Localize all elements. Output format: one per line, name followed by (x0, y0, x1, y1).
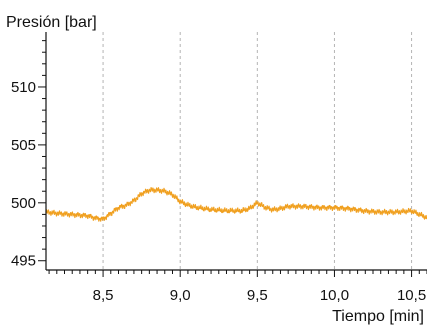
axes (45, 32, 427, 271)
x-tick-label-2: 9,5 (247, 287, 268, 304)
y-tick-label-0: 495 (11, 253, 36, 270)
x-tick-label-4: 10,5 (397, 287, 426, 304)
series-line-0 (45, 187, 427, 222)
x-axis-title: Tiempo [min] (332, 308, 424, 325)
x-tick-label-3: 10,0 (320, 287, 349, 304)
y-axis-title: Presión [bar] (6, 14, 97, 31)
y-tick-label-2: 505 (11, 137, 36, 154)
x-tick-label-0: 8,5 (93, 287, 114, 304)
series-group (45, 187, 427, 222)
y-tick-label-1: 500 (11, 195, 36, 212)
x-tick-label-1: 9,0 (170, 287, 191, 304)
ticks (38, 40, 427, 277)
y-tick-label-3: 510 (11, 79, 36, 96)
grid (102, 32, 413, 270)
tick-labels: 8,5 9,0 9,5 10,0 10,5 495 500 505 510 (11, 79, 426, 304)
